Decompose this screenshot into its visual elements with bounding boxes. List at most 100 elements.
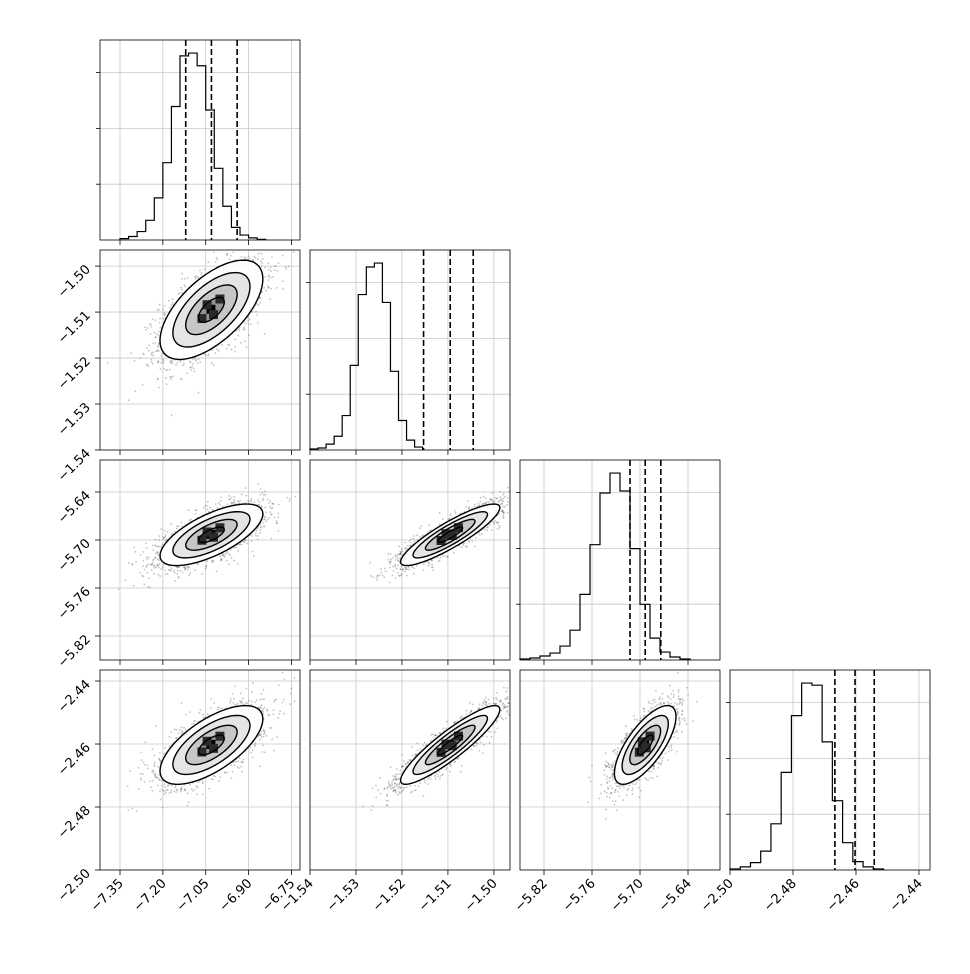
scatter-point [175,566,178,568]
scatter-point [386,786,389,788]
scatter-point [271,738,274,741]
scatter-point [208,787,211,790]
scatter-point [154,556,157,559]
scatter-point [608,777,611,780]
y-tick-label: −5.70 [55,536,94,575]
scatter-point [399,553,402,556]
scatter-point [192,363,194,365]
scatter-point [397,773,399,776]
scatter-point [528,486,530,488]
scatter-point [221,554,224,556]
scatter-point [281,280,284,283]
contour-line [399,704,501,786]
scatter-point [151,779,154,782]
scatter-point [215,570,218,573]
scatter-point [289,692,292,695]
scatter-point [503,705,506,708]
scatter-point [412,537,415,540]
scatter-point [427,778,429,780]
scatter-point [495,497,498,500]
scatter-point [273,699,276,701]
scatter-point [679,697,682,700]
scatter-point [203,716,206,719]
scatter-point [434,778,437,780]
scatter-point [478,749,481,752]
scatter-point [660,701,662,704]
scatter-point [239,499,242,502]
scatter-point [217,706,220,709]
scatter-point [657,703,659,706]
scatter-point [498,512,501,515]
scatter-point [216,507,219,509]
scatter-point [229,548,232,551]
scatter-point [157,563,159,566]
scatter-point [401,790,403,792]
scatter-point [288,237,290,239]
scatter-point [498,700,501,703]
scatter-point [220,558,223,560]
scatter-point [397,553,400,556]
scatter-point [218,501,220,504]
scatter-point [378,574,381,576]
scatter-point [265,511,268,514]
scatter-point [369,574,372,577]
scatter-point [620,740,623,742]
scatter-point [395,555,398,558]
scatter-point [189,366,192,369]
scatter-point [677,697,680,700]
scatter-point [238,242,240,244]
scatter-point [224,771,227,774]
scatter-point [165,369,168,372]
scatter-point [180,726,183,729]
scatter-point [257,735,260,738]
scatter-point [168,792,171,795]
scatter-point [250,247,252,249]
scatter-point [293,676,296,679]
contour-line [424,724,476,766]
scatter-point [477,503,480,505]
scatter-point [227,563,230,566]
scatter-point [180,729,183,732]
scatter-point [654,705,656,708]
scatter-point [370,809,373,812]
scatter-point [271,275,274,278]
scatter-point [226,252,229,255]
scatter-point [661,692,664,695]
scatter-point [226,503,229,506]
scatter-point [263,247,265,249]
scatter-point [405,547,408,550]
scatter-point [252,682,254,684]
scatter-point [127,399,130,402]
scatter-point [196,362,199,364]
scatter-point [153,765,156,768]
scatter-point [233,698,235,700]
scatter-point [154,552,157,555]
scatter-point [449,513,452,516]
scatter-point [634,783,637,786]
scatter-point [259,707,262,710]
scatter-point [151,544,154,547]
scatter-point [520,692,522,694]
scatter-point [171,362,174,365]
x-tick-label: −5.82 [512,876,551,915]
pair-panel-0-2 [99,459,301,661]
scatter-point [234,338,237,341]
scatter-point [515,702,517,704]
scatter-point [383,567,386,570]
scatter-point [160,779,163,782]
scatter-point [676,714,679,716]
scatter-point [497,521,500,524]
scatter-point [237,549,239,552]
scatter-point [524,697,526,699]
scatter-point [399,769,402,772]
scatter-point [461,546,463,549]
scatter-point [157,345,159,348]
scatter-point [153,773,156,775]
scatter-point [262,521,264,524]
scatter-point [164,533,167,536]
scatter-point [264,276,267,278]
scatter-point [240,256,243,258]
scatter-point [395,775,397,778]
scatter-point [465,545,468,548]
contour-line [437,734,464,756]
